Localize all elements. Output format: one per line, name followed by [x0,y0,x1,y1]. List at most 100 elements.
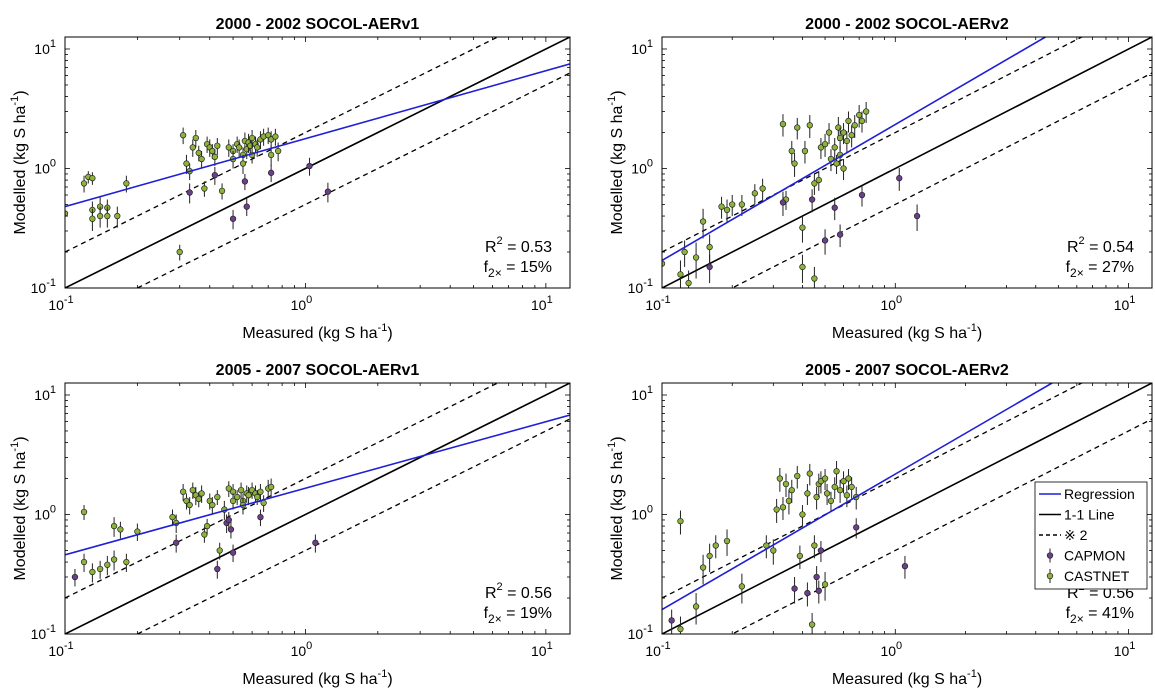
castnet-point [723,206,731,214]
castnet-point [788,147,795,155]
castnet-point [827,497,835,505]
castnet-point [209,147,216,155]
castnet-point [785,497,793,505]
castnet-point [123,558,130,566]
castnet-point [110,522,118,530]
legend-castnet-label: CASTNET [1064,568,1130,584]
castnet-point [254,493,261,501]
x-tick-label: 100 [291,640,313,659]
capmon-point [211,171,219,179]
y-tick-label: 10-1 [31,277,56,296]
castnet-point [799,224,806,231]
castnet-point [776,475,783,482]
castnet-point [831,483,838,491]
castnet-point [677,517,684,525]
castnet-point [840,478,847,485]
capmon-point [173,539,180,546]
castnet-point [738,583,746,590]
castnet-point [225,485,232,492]
factor-two-upper-line [662,383,1084,599]
castnet-point [843,137,851,145]
castnet-point [738,201,746,208]
capmon-point [853,524,860,531]
x-axis-label: Measured (kg S ha-1) [242,322,392,342]
capmon-point [214,565,221,573]
castnet-point [80,508,88,516]
castnet-point [195,495,202,503]
castnet-point [214,493,221,501]
y-tick-label: 100 [631,503,653,522]
r-squared-label: R2 = 0.54 [1067,235,1134,256]
castnet-point [759,185,766,192]
castnet-point [815,176,822,184]
capmon-point [229,215,237,222]
y-tick-label: 10-1 [628,623,653,642]
capmon-point [813,573,820,581]
capmon-point [831,204,838,211]
castnet-point [796,552,804,560]
axes-box [661,36,1153,289]
castnet-point [779,121,787,128]
castnet-point [80,558,88,566]
castnet-point [104,212,111,220]
castnet-point [858,117,866,125]
capmon-point [706,263,713,271]
castnet-point [179,132,187,139]
castnet-point [110,556,118,563]
castnet-point [808,621,816,628]
ticks [661,37,1152,289]
axes-box [661,382,1153,635]
legend-factor_two-label: ※ 2 [1064,527,1088,543]
capmon-point [312,539,319,546]
subplot-4: 10-1 100 101 10-1 100 101 2005 - 2007 SOCOL-AE… [606,362,1153,688]
y-tick-label: 100 [34,503,56,522]
x-tick-label: 101 [1114,640,1136,659]
capmon-point [257,514,264,521]
capmon-point [815,587,822,594]
y-tick-label: 101 [34,384,56,403]
x-tick-label: 10-1 [48,640,73,659]
factor-two-fraction-label: f2× = 41% [1066,605,1134,626]
capmon-point [324,188,332,195]
reference-lines [662,383,1152,634]
castnet-point [274,147,282,155]
ticks [64,383,570,635]
factor-two-fraction-label: f2× = 15% [484,259,552,280]
castnet-point [677,271,684,278]
castnet-point [729,201,736,208]
castnet-point [218,187,226,195]
castnet-point [706,243,713,251]
castnet-point [114,212,121,220]
castnet-point [811,180,818,187]
y-tick-label: 101 [631,38,653,57]
capmon-point [71,573,79,581]
castnet-point [794,124,801,131]
castnet-point [811,542,818,549]
axes-box [64,382,571,635]
castnet-point [836,486,844,494]
castnet-point [267,136,275,143]
factor-two-upper-line [65,37,500,253]
factor-two-upper-line [662,37,1084,253]
one-to-one-line [65,383,570,634]
castnet-point [189,144,196,151]
castnet-point [833,160,840,167]
castnet-point [96,212,104,220]
castnet-point [209,501,216,509]
one-to-one-line [662,37,1152,288]
castnet-point [773,506,780,513]
castnet-point [699,564,707,571]
capmon-point [808,196,816,203]
axes-box [64,36,571,289]
castnet-point [779,504,787,511]
legend-castnet-marker [1046,572,1054,580]
castnet-point [782,480,790,488]
castnet-point [825,129,833,136]
castnet-point [840,165,847,172]
castnet-point [225,144,232,151]
castnet-point [845,475,852,482]
x-tick-label: 100 [880,640,902,659]
x-tick-label: 101 [1114,294,1136,313]
castnet-point [211,153,219,161]
castnet-point [237,486,245,494]
